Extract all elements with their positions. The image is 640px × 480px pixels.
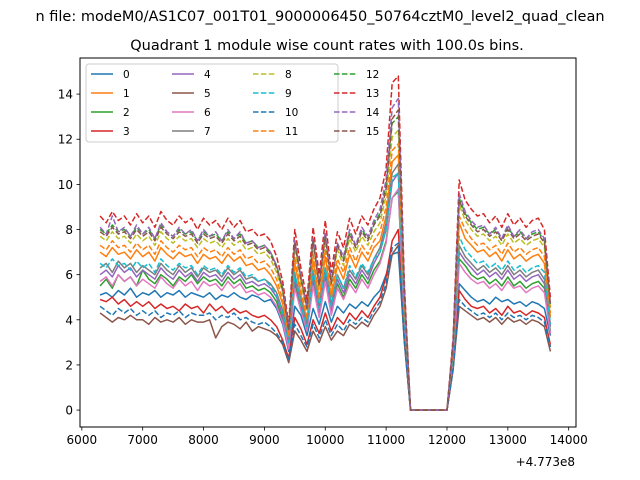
x-tick-label: 12000 — [428, 433, 466, 447]
series-line-9 — [99, 172, 552, 411]
series-line-11 — [99, 143, 552, 411]
series-line-7 — [99, 163, 552, 411]
legend-label-3: 3 — [123, 126, 130, 138]
axes-frame — [79, 57, 577, 428]
legend-label-12: 12 — [366, 69, 379, 81]
x-tick-label: 9000 — [249, 433, 280, 447]
legend-label-6: 6 — [204, 107, 211, 119]
series-line-14 — [99, 97, 552, 411]
legend-label-4: 4 — [204, 69, 211, 81]
legend-label-8: 8 — [285, 69, 292, 81]
legend-label-5: 5 — [204, 88, 211, 100]
series-line-1 — [99, 154, 552, 411]
chart-title: Quadrant 1 module wise count rates with … — [130, 38, 524, 54]
y-tick-label: 4 — [65, 313, 73, 327]
series-line-13 — [99, 75, 552, 411]
plot-area: 6000 7000 8000 9000 10000 11000 12000 13000 1400… — [58, 57, 588, 469]
y-tick-label: 2 — [65, 358, 73, 372]
y-tick-label: 12 — [58, 133, 73, 147]
legend-label-14: 14 — [366, 107, 380, 119]
legend-box — [85, 63, 339, 143]
series-line-5 — [99, 244, 552, 411]
x-tick-label: 13000 — [489, 433, 527, 447]
x-axis: 6000 7000 8000 9000 10000 11000 12000 13000 1400… — [67, 427, 588, 447]
x-tick-label: 7000 — [127, 433, 158, 447]
x-offset-label: +4.773e8 — [516, 455, 575, 469]
y-axis: 0 2 4 6 8 10 12 14 — [58, 88, 80, 418]
series-line-8 — [99, 129, 552, 411]
legend-label-10: 10 — [285, 107, 298, 119]
series-line-12 — [99, 115, 552, 411]
legend-label-0: 0 — [123, 69, 130, 81]
x-tick-label: 14000 — [550, 433, 588, 447]
legend-label-11: 11 — [285, 126, 298, 138]
figure-suptitle: n file: modeM0/AS1C07_001T01_9000006450_… — [35, 9, 604, 25]
series-line-10 — [99, 242, 552, 411]
x-tick-label: 10000 — [306, 433, 344, 447]
y-tick-label: 10 — [58, 178, 73, 192]
series-line-15 — [99, 109, 552, 411]
series-line-6 — [99, 188, 552, 411]
series-layer — [99, 75, 552, 411]
y-tick-label: 0 — [65, 404, 73, 418]
series-line-4 — [99, 172, 552, 411]
legend-label-7: 7 — [204, 126, 211, 138]
legend-label-1: 1 — [123, 88, 130, 100]
y-tick-label: 8 — [65, 223, 73, 237]
x-tick-label: 6000 — [67, 433, 98, 447]
y-tick-label: 6 — [65, 268, 73, 282]
legend-label-15: 15 — [366, 126, 379, 138]
legend-label-13: 13 — [366, 88, 379, 100]
series-line-3 — [99, 228, 552, 411]
series-line-0 — [99, 251, 552, 411]
legend-label-9: 9 — [285, 88, 292, 100]
y-tick-label: 14 — [58, 88, 73, 102]
x-tick-label: 8000 — [188, 433, 219, 447]
x-tick-label: 11000 — [367, 433, 405, 447]
legend-label-2: 2 — [123, 107, 130, 119]
